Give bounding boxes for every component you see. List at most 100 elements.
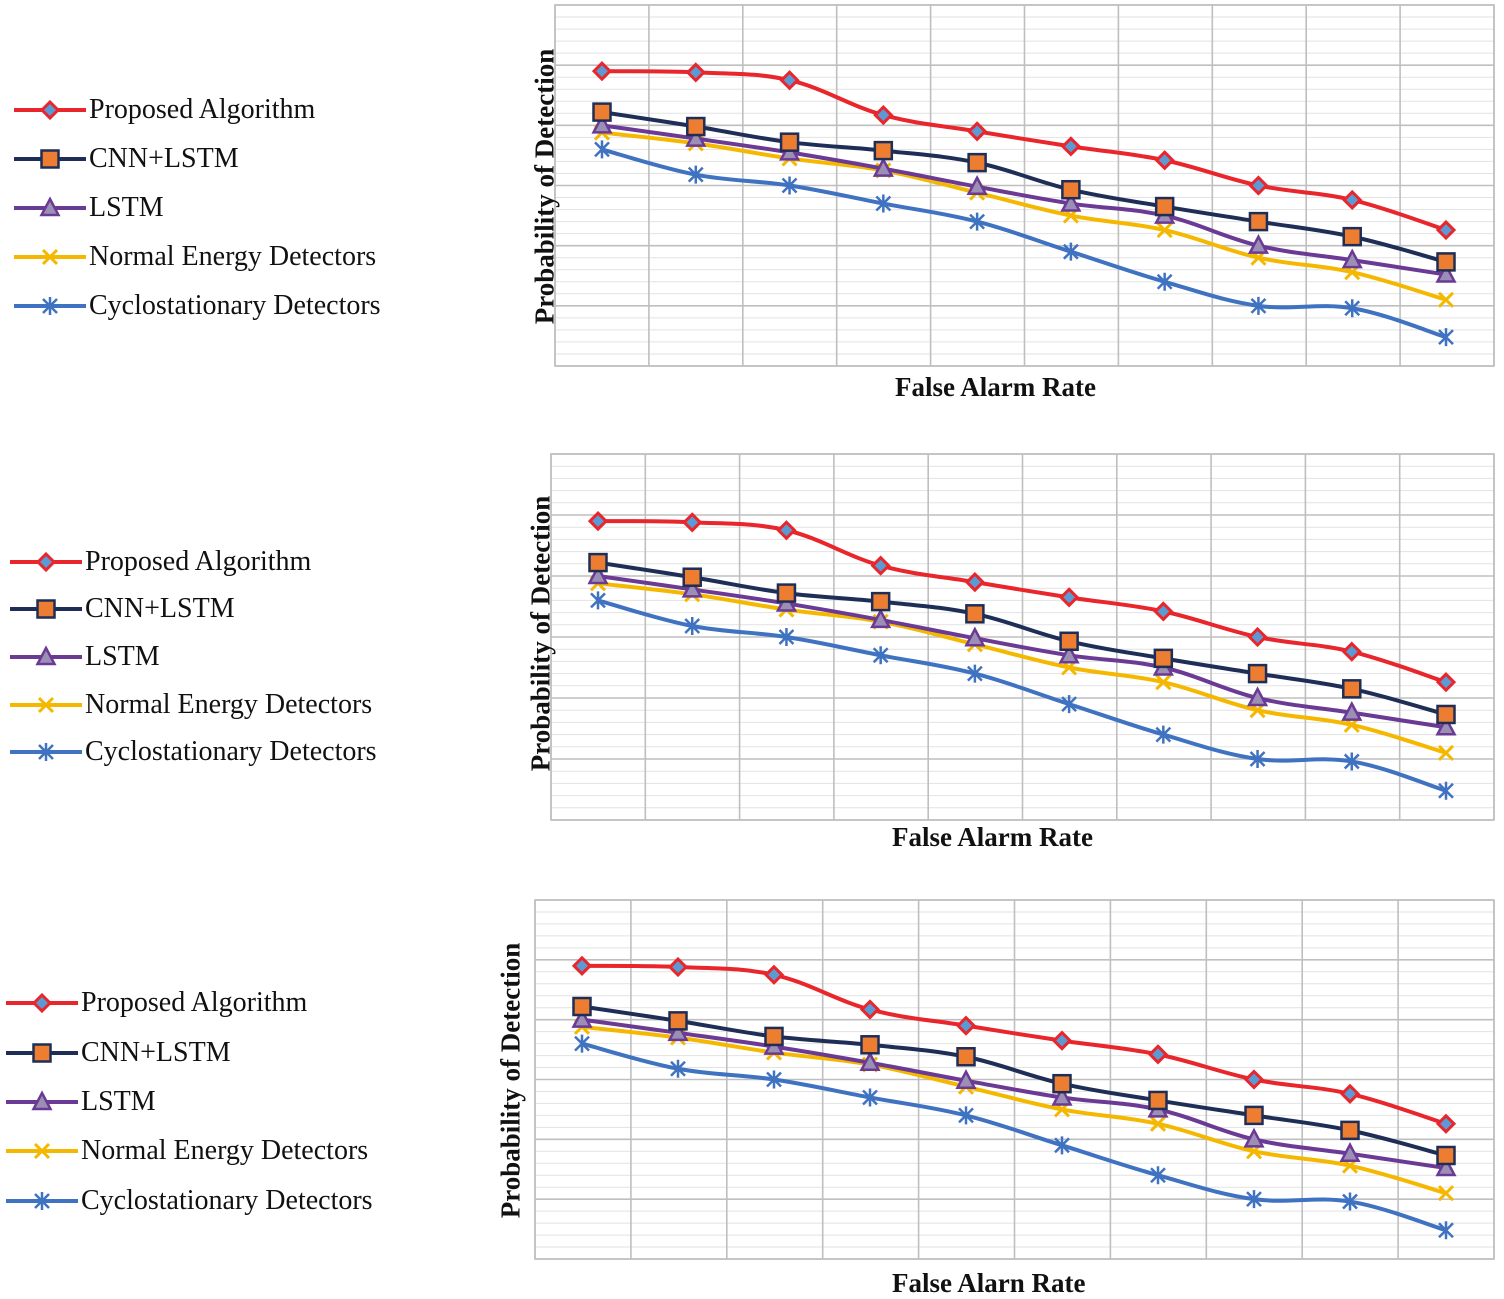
legend-label: Proposed Algorithm bbox=[81, 987, 308, 1018]
legend-marker-diamond bbox=[14, 99, 86, 121]
x-axis-label: False Alarm Rate bbox=[895, 372, 1096, 402]
data-point bbox=[668, 1011, 688, 1031]
series-cyclostationary bbox=[594, 140, 1454, 347]
data-point bbox=[872, 646, 889, 665]
data-point bbox=[966, 121, 988, 142]
data-point bbox=[1247, 234, 1270, 254]
series-proposed bbox=[571, 955, 1457, 1134]
plot-area bbox=[554, 4, 1495, 367]
series-cyclostationary bbox=[574, 1034, 1454, 1240]
data-point bbox=[681, 577, 703, 598]
grid bbox=[534, 899, 1495, 1260]
data-point bbox=[571, 1008, 593, 1028]
legend-label: Proposed Algorithm bbox=[85, 546, 312, 577]
series-line bbox=[581, 1017, 1447, 1171]
data-point bbox=[1343, 752, 1360, 771]
data-point bbox=[1148, 1090, 1168, 1111]
plot-frame bbox=[554, 4, 1495, 367]
data-point bbox=[594, 140, 610, 159]
data-point bbox=[1153, 601, 1174, 622]
legend-marker-x bbox=[14, 248, 86, 266]
data-point bbox=[1155, 674, 1172, 691]
data-point bbox=[1435, 1113, 1457, 1134]
data-point bbox=[763, 964, 785, 985]
plot-area bbox=[534, 899, 1495, 1260]
legend-item-normal-energy-detectors: Normal Energy Detectors bbox=[4, 1136, 464, 1166]
data-point bbox=[1154, 196, 1175, 217]
data-point bbox=[1342, 226, 1362, 247]
chart-panel-3: Proposed Algorithm CNN+LSTM LSTM Normal … bbox=[0, 888, 1504, 1298]
data-point bbox=[766, 1070, 782, 1089]
data-point bbox=[1341, 700, 1363, 721]
legend-marker bbox=[35, 551, 57, 573]
data-point bbox=[1248, 175, 1269, 196]
data-point bbox=[872, 156, 894, 177]
data-point bbox=[1436, 704, 1456, 725]
legend-marker-triangle bbox=[10, 645, 82, 666]
data-point bbox=[1147, 1044, 1169, 1065]
data-point bbox=[776, 520, 797, 541]
legend-item-cyclostationary-detectors: Cyclostationary Detectors bbox=[8, 737, 468, 767]
data-point bbox=[1054, 1136, 1070, 1155]
data-point bbox=[591, 61, 613, 82]
data-point bbox=[1435, 715, 1457, 736]
data-point bbox=[873, 104, 894, 126]
series-line bbox=[601, 123, 1447, 277]
data-point bbox=[1052, 1073, 1072, 1094]
legend-label: Proposed Algorithm bbox=[89, 94, 316, 125]
legend-marker-triangle bbox=[14, 196, 86, 217]
data-point bbox=[956, 1047, 976, 1067]
data-point bbox=[588, 552, 608, 573]
data-point bbox=[1243, 1069, 1265, 1090]
series-proposed bbox=[591, 61, 1457, 241]
legend-marker-x bbox=[6, 1142, 78, 1160]
legend-label: LSTM bbox=[81, 1086, 156, 1117]
data-point bbox=[1149, 1115, 1167, 1132]
data-point bbox=[776, 583, 797, 603]
series-line bbox=[581, 963, 1447, 1126]
data-point bbox=[1156, 272, 1173, 291]
data-point bbox=[670, 1059, 686, 1078]
data-point bbox=[1060, 136, 1082, 157]
chart-panel-2: Proposed Algorithm CNN+LSTM LSTM Normal … bbox=[0, 440, 1504, 870]
legend-marker bbox=[36, 599, 56, 619]
series-line bbox=[601, 130, 1447, 302]
legend-item-lstm: LSTM bbox=[8, 642, 468, 672]
legend-label: Cyclostationary Detectors bbox=[85, 736, 377, 767]
series-lstm bbox=[587, 564, 1457, 736]
legend-item-cyclostationary-detectors: Cyclostationary Detectors bbox=[4, 1186, 464, 1216]
data-point bbox=[574, 1034, 590, 1053]
data-point bbox=[1342, 1192, 1358, 1211]
data-point bbox=[1061, 179, 1081, 200]
data-point bbox=[1438, 1221, 1454, 1240]
series-line bbox=[597, 560, 1447, 717]
data-point bbox=[955, 1015, 977, 1036]
data-point bbox=[572, 996, 592, 1017]
data-point bbox=[1248, 211, 1269, 232]
data-point bbox=[859, 1051, 881, 1071]
data-point bbox=[1061, 695, 1077, 714]
data-point bbox=[967, 664, 983, 683]
legend-marker-diamond bbox=[10, 551, 82, 573]
data-point bbox=[1435, 672, 1457, 693]
legend-marker bbox=[32, 1043, 52, 1063]
legend-label: CNN+LSTM bbox=[81, 1037, 231, 1068]
legend-label: Cyclostationary Detectors bbox=[89, 290, 381, 321]
legend-label: CNN+LSTM bbox=[89, 143, 239, 174]
data-point bbox=[1154, 150, 1175, 171]
data-point bbox=[1438, 328, 1454, 347]
data-point bbox=[1437, 744, 1455, 761]
legend-item-cnn-lstm: CNN+LSTM bbox=[8, 594, 468, 624]
data-point bbox=[1438, 781, 1454, 800]
data-point bbox=[1063, 242, 1079, 261]
plot-area bbox=[550, 453, 1495, 821]
data-point bbox=[682, 567, 702, 587]
data-point bbox=[764, 1026, 784, 1047]
data-point bbox=[1340, 1120, 1360, 1141]
data-point bbox=[1247, 663, 1268, 684]
data-point bbox=[1058, 587, 1080, 608]
data-point bbox=[571, 955, 593, 976]
grid bbox=[554, 4, 1495, 367]
legend-label: CNN+LSTM bbox=[85, 593, 235, 624]
data-point bbox=[870, 591, 891, 612]
